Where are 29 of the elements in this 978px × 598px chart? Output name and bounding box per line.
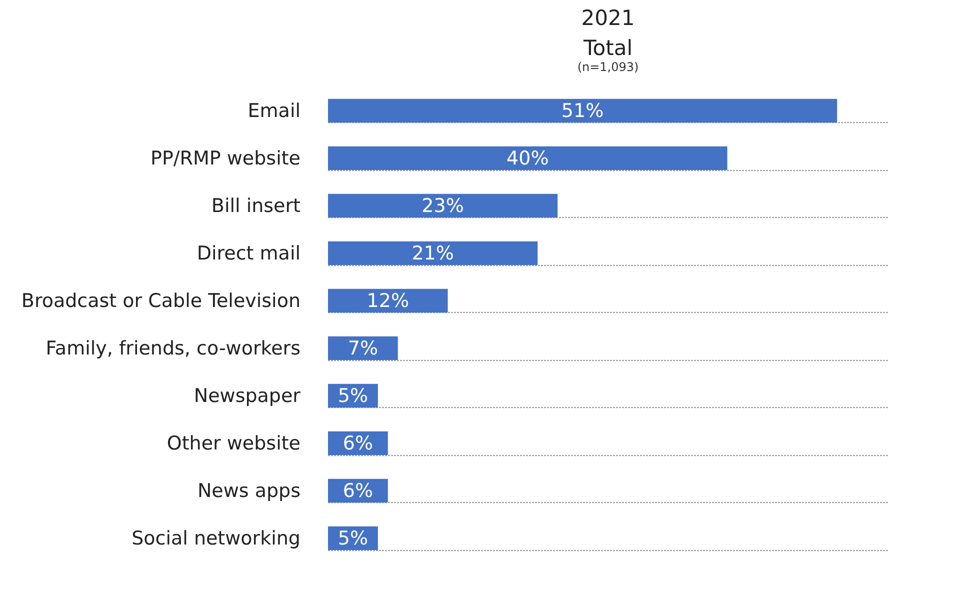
y-tick-label: PP/RMP website bbox=[150, 147, 300, 170]
y-tick-label: Direct mail bbox=[196, 242, 300, 264]
data-label: 51% bbox=[561, 100, 604, 122]
y-tick-label: Bill insert bbox=[211, 194, 300, 217]
text: (n=1,093) bbox=[577, 60, 639, 74]
y-tick-label: Family, friends, co-workers bbox=[46, 337, 300, 360]
y-tick-label: Newspaper bbox=[194, 384, 301, 407]
data-label: 7% bbox=[348, 337, 378, 360]
bar bbox=[328, 98, 838, 123]
data-label: 12% bbox=[366, 290, 410, 312]
bar bbox=[328, 288, 448, 313]
data-label: 21% bbox=[412, 242, 454, 264]
y-tick-label: Social networking bbox=[132, 527, 300, 550]
chart-subtitle: Total bbox=[582, 36, 633, 60]
data-label: 23% bbox=[422, 194, 464, 217]
bar bbox=[328, 194, 558, 218]
bar bbox=[328, 241, 538, 266]
data-label: 6% bbox=[342, 480, 374, 502]
bar bbox=[328, 336, 398, 360]
data-label: 5% bbox=[338, 527, 368, 550]
y-tick-label: Other website bbox=[166, 432, 300, 454]
y-tick-label: News apps bbox=[197, 480, 300, 502]
bar bbox=[328, 146, 728, 170]
y-tick-label: Broadcast or Cable Television bbox=[21, 290, 300, 312]
data-label: 6% bbox=[342, 432, 374, 454]
chart-title: 2021 bbox=[581, 6, 635, 30]
data-label: 5% bbox=[338, 384, 368, 407]
y-tick-label: Email bbox=[248, 100, 300, 122]
data-label: 40% bbox=[506, 147, 549, 170]
